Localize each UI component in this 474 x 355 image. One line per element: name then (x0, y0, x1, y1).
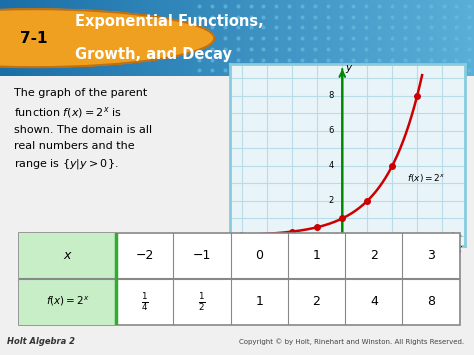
Text: 2: 2 (328, 196, 334, 206)
Text: Holt Algebra 2: Holt Algebra 2 (7, 337, 75, 346)
Text: -4: -4 (238, 251, 246, 260)
Text: 6: 6 (328, 126, 334, 136)
Text: $f(x) = 2^x$: $f(x) = 2^x$ (407, 172, 446, 184)
Text: 4: 4 (439, 251, 445, 260)
Text: 2: 2 (370, 249, 378, 262)
Text: $x$: $x$ (456, 244, 464, 254)
Text: 8: 8 (427, 295, 435, 308)
Text: $\frac{1}{4}$: $\frac{1}{4}$ (141, 291, 148, 313)
Text: 8: 8 (328, 92, 334, 100)
Text: $y$: $y$ (345, 63, 354, 75)
Text: 0: 0 (255, 249, 263, 262)
Text: $x$: $x$ (63, 249, 73, 262)
Text: 3: 3 (427, 249, 435, 262)
Text: −1: −1 (193, 249, 211, 262)
FancyBboxPatch shape (19, 233, 460, 325)
Text: 1: 1 (312, 249, 320, 262)
Text: Copyright © by Holt, Rinehart and Winston. All Rights Reserved.: Copyright © by Holt, Rinehart and Winsto… (239, 338, 465, 345)
FancyBboxPatch shape (19, 233, 116, 325)
Text: 0: 0 (344, 251, 349, 260)
Text: 2: 2 (390, 251, 395, 260)
Text: −2: −2 (136, 249, 154, 262)
Text: $f(x) = 2^x$: $f(x) = 2^x$ (46, 295, 89, 308)
Text: Exponential Functions,: Exponential Functions, (75, 14, 264, 29)
Text: $\frac{1}{2}$: $\frac{1}{2}$ (198, 291, 206, 313)
Text: The graph of the parent
function $f(x) = 2^x$ is
shown. The domain is all
real n: The graph of the parent function $f(x) =… (14, 88, 152, 171)
Text: 4: 4 (370, 295, 378, 308)
Text: 2: 2 (312, 295, 320, 308)
Text: 7-1: 7-1 (20, 31, 48, 46)
Circle shape (0, 9, 214, 67)
Text: 4: 4 (328, 162, 334, 170)
Text: -2: -2 (288, 251, 297, 260)
Text: 1: 1 (255, 295, 263, 308)
Text: Growth, and Decay: Growth, and Decay (75, 48, 232, 62)
